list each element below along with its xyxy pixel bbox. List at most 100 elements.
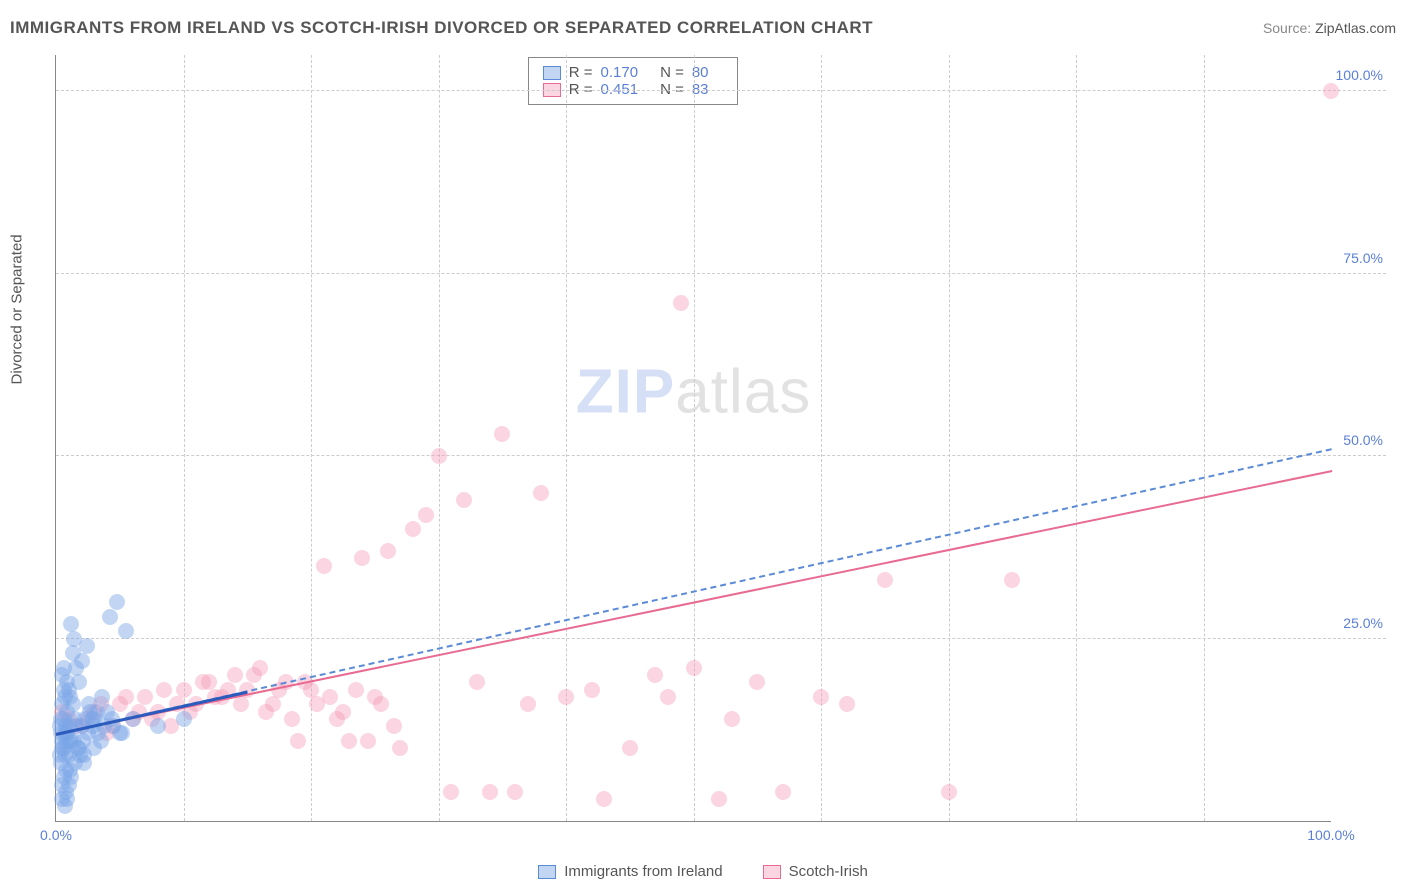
data-point: [66, 631, 82, 647]
data-point: [137, 689, 153, 705]
data-point: [65, 645, 81, 661]
grid-line: [1076, 55, 1077, 821]
data-point: [341, 733, 357, 749]
data-point: [176, 711, 192, 727]
y-tick-label: 100.0%: [1333, 67, 1383, 83]
data-point: [284, 711, 300, 727]
legend-label: Scotch-Irish: [789, 863, 868, 880]
data-point: [380, 543, 396, 559]
data-point: [373, 696, 389, 712]
data-point: [335, 704, 351, 720]
series-legend: Immigrants from Ireland Scotch-Irish: [0, 863, 1406, 880]
n-label: N =: [660, 64, 684, 81]
data-point: [673, 295, 689, 311]
grid-line: [56, 455, 1386, 456]
y-axis-label: Divorced or Separated: [9, 234, 26, 384]
data-point: [57, 798, 73, 814]
data-point: [386, 718, 402, 734]
data-point: [660, 689, 676, 705]
data-point: [227, 667, 243, 683]
data-point: [749, 674, 765, 690]
data-point: [507, 784, 523, 800]
source-attribution: Source: ZipAtlas.com: [1263, 20, 1396, 36]
watermark-zip: ZIP: [576, 358, 675, 427]
data-point: [596, 791, 612, 807]
data-point: [354, 550, 370, 566]
grid-line: [56, 90, 1386, 91]
data-point: [61, 733, 77, 749]
data-point: [195, 674, 211, 690]
legend-swatch: [763, 865, 781, 879]
data-point: [1323, 83, 1339, 99]
source-value: ZipAtlas.com: [1315, 20, 1396, 36]
data-point: [469, 674, 485, 690]
y-tick-label: 50.0%: [1333, 432, 1383, 448]
legend-swatch: [543, 66, 561, 80]
data-point: [176, 682, 192, 698]
x-tick-label: 100.0%: [1307, 827, 1354, 843]
data-point: [156, 682, 172, 698]
data-point: [533, 485, 549, 501]
data-point: [94, 689, 110, 705]
data-point: [56, 682, 72, 698]
data-point: [558, 689, 574, 705]
legend-label: Immigrants from Ireland: [564, 863, 722, 880]
data-point: [443, 784, 459, 800]
data-point: [431, 448, 447, 464]
data-point: [360, 733, 376, 749]
data-point: [647, 667, 663, 683]
data-point: [456, 492, 472, 508]
data-point: [114, 725, 130, 741]
data-point: [494, 426, 510, 442]
grid-line: [56, 638, 1386, 639]
data-point: [348, 682, 364, 698]
data-point: [686, 660, 702, 676]
data-point: [58, 762, 74, 778]
chart-container: Divorced or Separated ZIPatlas R = 0.170…: [45, 55, 1386, 847]
r-value: 0.170: [601, 64, 639, 81]
data-point: [150, 718, 166, 734]
data-point: [68, 660, 84, 676]
grid-line: [439, 55, 440, 821]
x-tick-label: 0.0%: [40, 827, 72, 843]
data-point: [392, 740, 408, 756]
grid-line: [566, 55, 567, 821]
data-point: [322, 689, 338, 705]
data-point: [941, 784, 957, 800]
data-point: [775, 784, 791, 800]
data-point: [63, 616, 79, 632]
chart-title: IMMIGRANTS FROM IRELAND VS SCOTCH-IRISH …: [10, 18, 873, 38]
data-point: [102, 609, 118, 625]
data-point: [109, 594, 125, 610]
data-point: [877, 572, 893, 588]
grid-line: [821, 55, 822, 821]
plot-area: ZIPatlas R = 0.170N = 80R = 0.451N = 83 …: [55, 55, 1331, 822]
data-point: [839, 696, 855, 712]
data-point: [118, 689, 134, 705]
watermark-atlas: atlas: [675, 358, 811, 427]
correlation-legend-row: R = 0.170N = 80: [543, 64, 723, 81]
data-point: [233, 696, 249, 712]
data-point: [418, 507, 434, 523]
data-point: [711, 791, 727, 807]
grid-line: [949, 55, 950, 821]
data-point: [246, 667, 262, 683]
source-label: Source:: [1263, 20, 1315, 36]
data-point: [258, 704, 274, 720]
data-point: [290, 733, 306, 749]
y-tick-label: 75.0%: [1333, 250, 1383, 266]
data-point: [61, 777, 77, 793]
data-point: [520, 696, 536, 712]
chart-header: IMMIGRANTS FROM IRELAND VS SCOTCH-IRISH …: [10, 18, 1396, 38]
data-point: [316, 558, 332, 574]
data-point: [584, 682, 600, 698]
data-point: [76, 747, 92, 763]
r-label: R =: [569, 64, 593, 81]
grid-line: [694, 55, 695, 821]
data-point: [118, 623, 134, 639]
correlation-legend: R = 0.170N = 80R = 0.451N = 83: [528, 57, 738, 105]
data-point: [724, 711, 740, 727]
data-point: [405, 521, 421, 537]
y-tick-label: 25.0%: [1333, 615, 1383, 631]
grid-line: [1204, 55, 1205, 821]
